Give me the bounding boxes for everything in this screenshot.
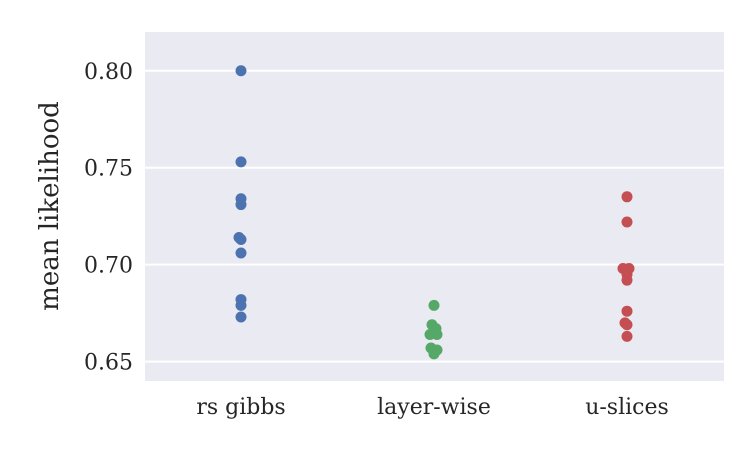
data-point [621, 305, 633, 317]
data-point [621, 330, 633, 342]
data-point [235, 299, 247, 311]
data-point [235, 311, 247, 323]
x-tick-label: layer-wise [377, 395, 491, 420]
data-point [621, 216, 633, 228]
y-tick-labels: 0.65 0.70 0.75 0.80 [84, 60, 133, 376]
y-tick-label: 0.70 [84, 254, 133, 279]
data-point [621, 191, 633, 203]
data-point [621, 274, 633, 286]
x-tick-label: rs gibbs [196, 395, 285, 420]
x-tick-labels: rs gibbs layer-wise u-slices [196, 395, 668, 420]
data-point [235, 247, 247, 259]
y-tick-label: 0.75 [84, 157, 133, 182]
data-point [235, 156, 247, 168]
data-points [233, 65, 635, 360]
data-point [621, 319, 633, 331]
data-point [235, 199, 247, 211]
data-point [428, 299, 440, 311]
x-tick-label: u-slices [585, 395, 669, 420]
data-point [235, 233, 247, 245]
data-point [428, 348, 440, 360]
y-tick-label: 0.65 [84, 351, 133, 376]
data-point [235, 65, 247, 77]
y-axis-label: mean likelihood [35, 101, 65, 311]
y-tick-label: 0.80 [84, 60, 133, 85]
data-point [431, 328, 443, 340]
